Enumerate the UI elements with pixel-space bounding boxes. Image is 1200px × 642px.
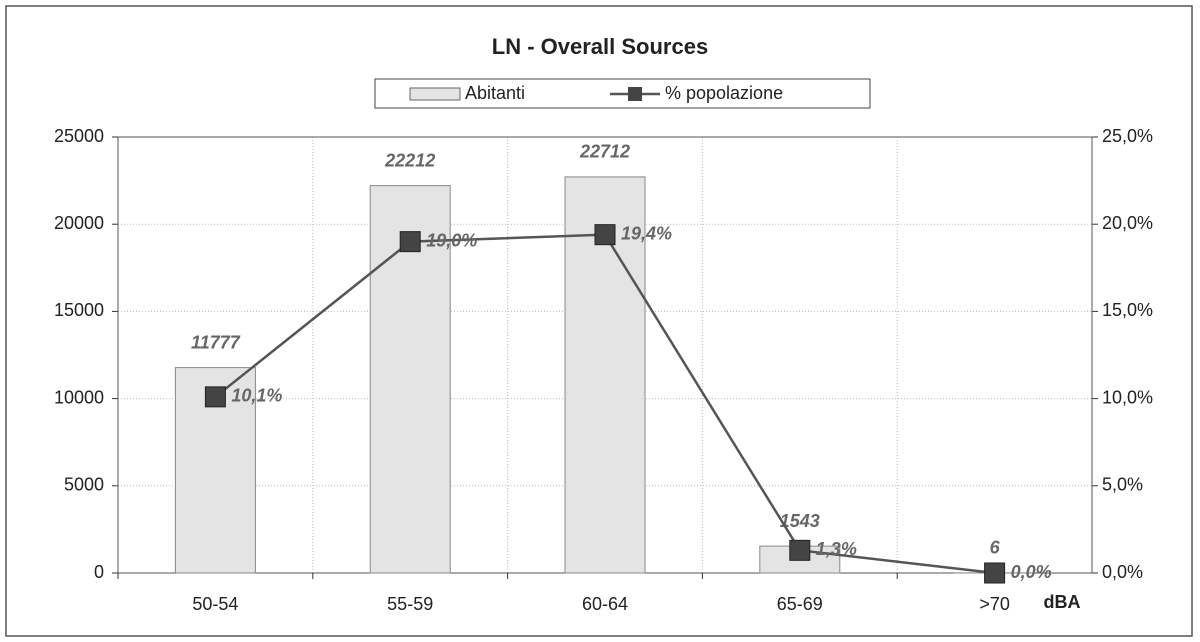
line-marker <box>984 562 1006 584</box>
y2-tick-label: 0,0% <box>1102 562 1143 582</box>
legend-label: % popolazione <box>665 83 783 103</box>
bar-value-label: 6 <box>990 538 1001 558</box>
y-tick-label: 0 <box>94 562 104 582</box>
y-tick-label: 5000 <box>64 475 104 495</box>
y2-tick-label: 20,0% <box>1102 213 1153 233</box>
line-value-label: 19,0% <box>426 230 477 250</box>
x-tick-label: 50-54 <box>192 594 238 614</box>
x-tick-label: >70 <box>979 594 1010 614</box>
y2-tick-label: 5,0% <box>1102 475 1143 495</box>
y2-tick-label: 10,0% <box>1102 387 1153 407</box>
x-tick-label: 55-59 <box>387 594 433 614</box>
line-marker <box>204 386 226 408</box>
y-tick-label: 10000 <box>54 387 104 407</box>
line-marker <box>399 231 421 253</box>
legend-label: Abitanti <box>465 83 525 103</box>
line-marker <box>594 224 616 246</box>
bar-value-label: 11777 <box>191 332 241 352</box>
legend-swatch <box>409 87 461 101</box>
line-value-label: 0,0% <box>1011 562 1052 582</box>
bar-value-label: 22212 <box>384 150 435 170</box>
line-value-label: 10,1% <box>231 386 282 406</box>
y-tick-label: 20000 <box>54 213 104 233</box>
x-axis-label: dBA <box>1044 592 1081 612</box>
y-tick-label: 25000 <box>54 126 104 146</box>
y2-tick-label: 15,0% <box>1102 300 1153 320</box>
bar-value-label: 1543 <box>780 511 820 531</box>
legend-marker <box>628 87 642 101</box>
bar-value-label: 22712 <box>579 142 630 162</box>
line-marker <box>789 539 811 561</box>
x-tick-label: 60-64 <box>582 594 628 614</box>
x-tick-label: 65-69 <box>777 594 823 614</box>
line-value-label: 19,4% <box>621 223 672 243</box>
y-tick-label: 15000 <box>54 300 104 320</box>
line-value-label: 1,3% <box>816 539 857 559</box>
y2-tick-label: 25,0% <box>1102 126 1153 146</box>
chart-title: LN - Overall Sources <box>492 34 708 59</box>
